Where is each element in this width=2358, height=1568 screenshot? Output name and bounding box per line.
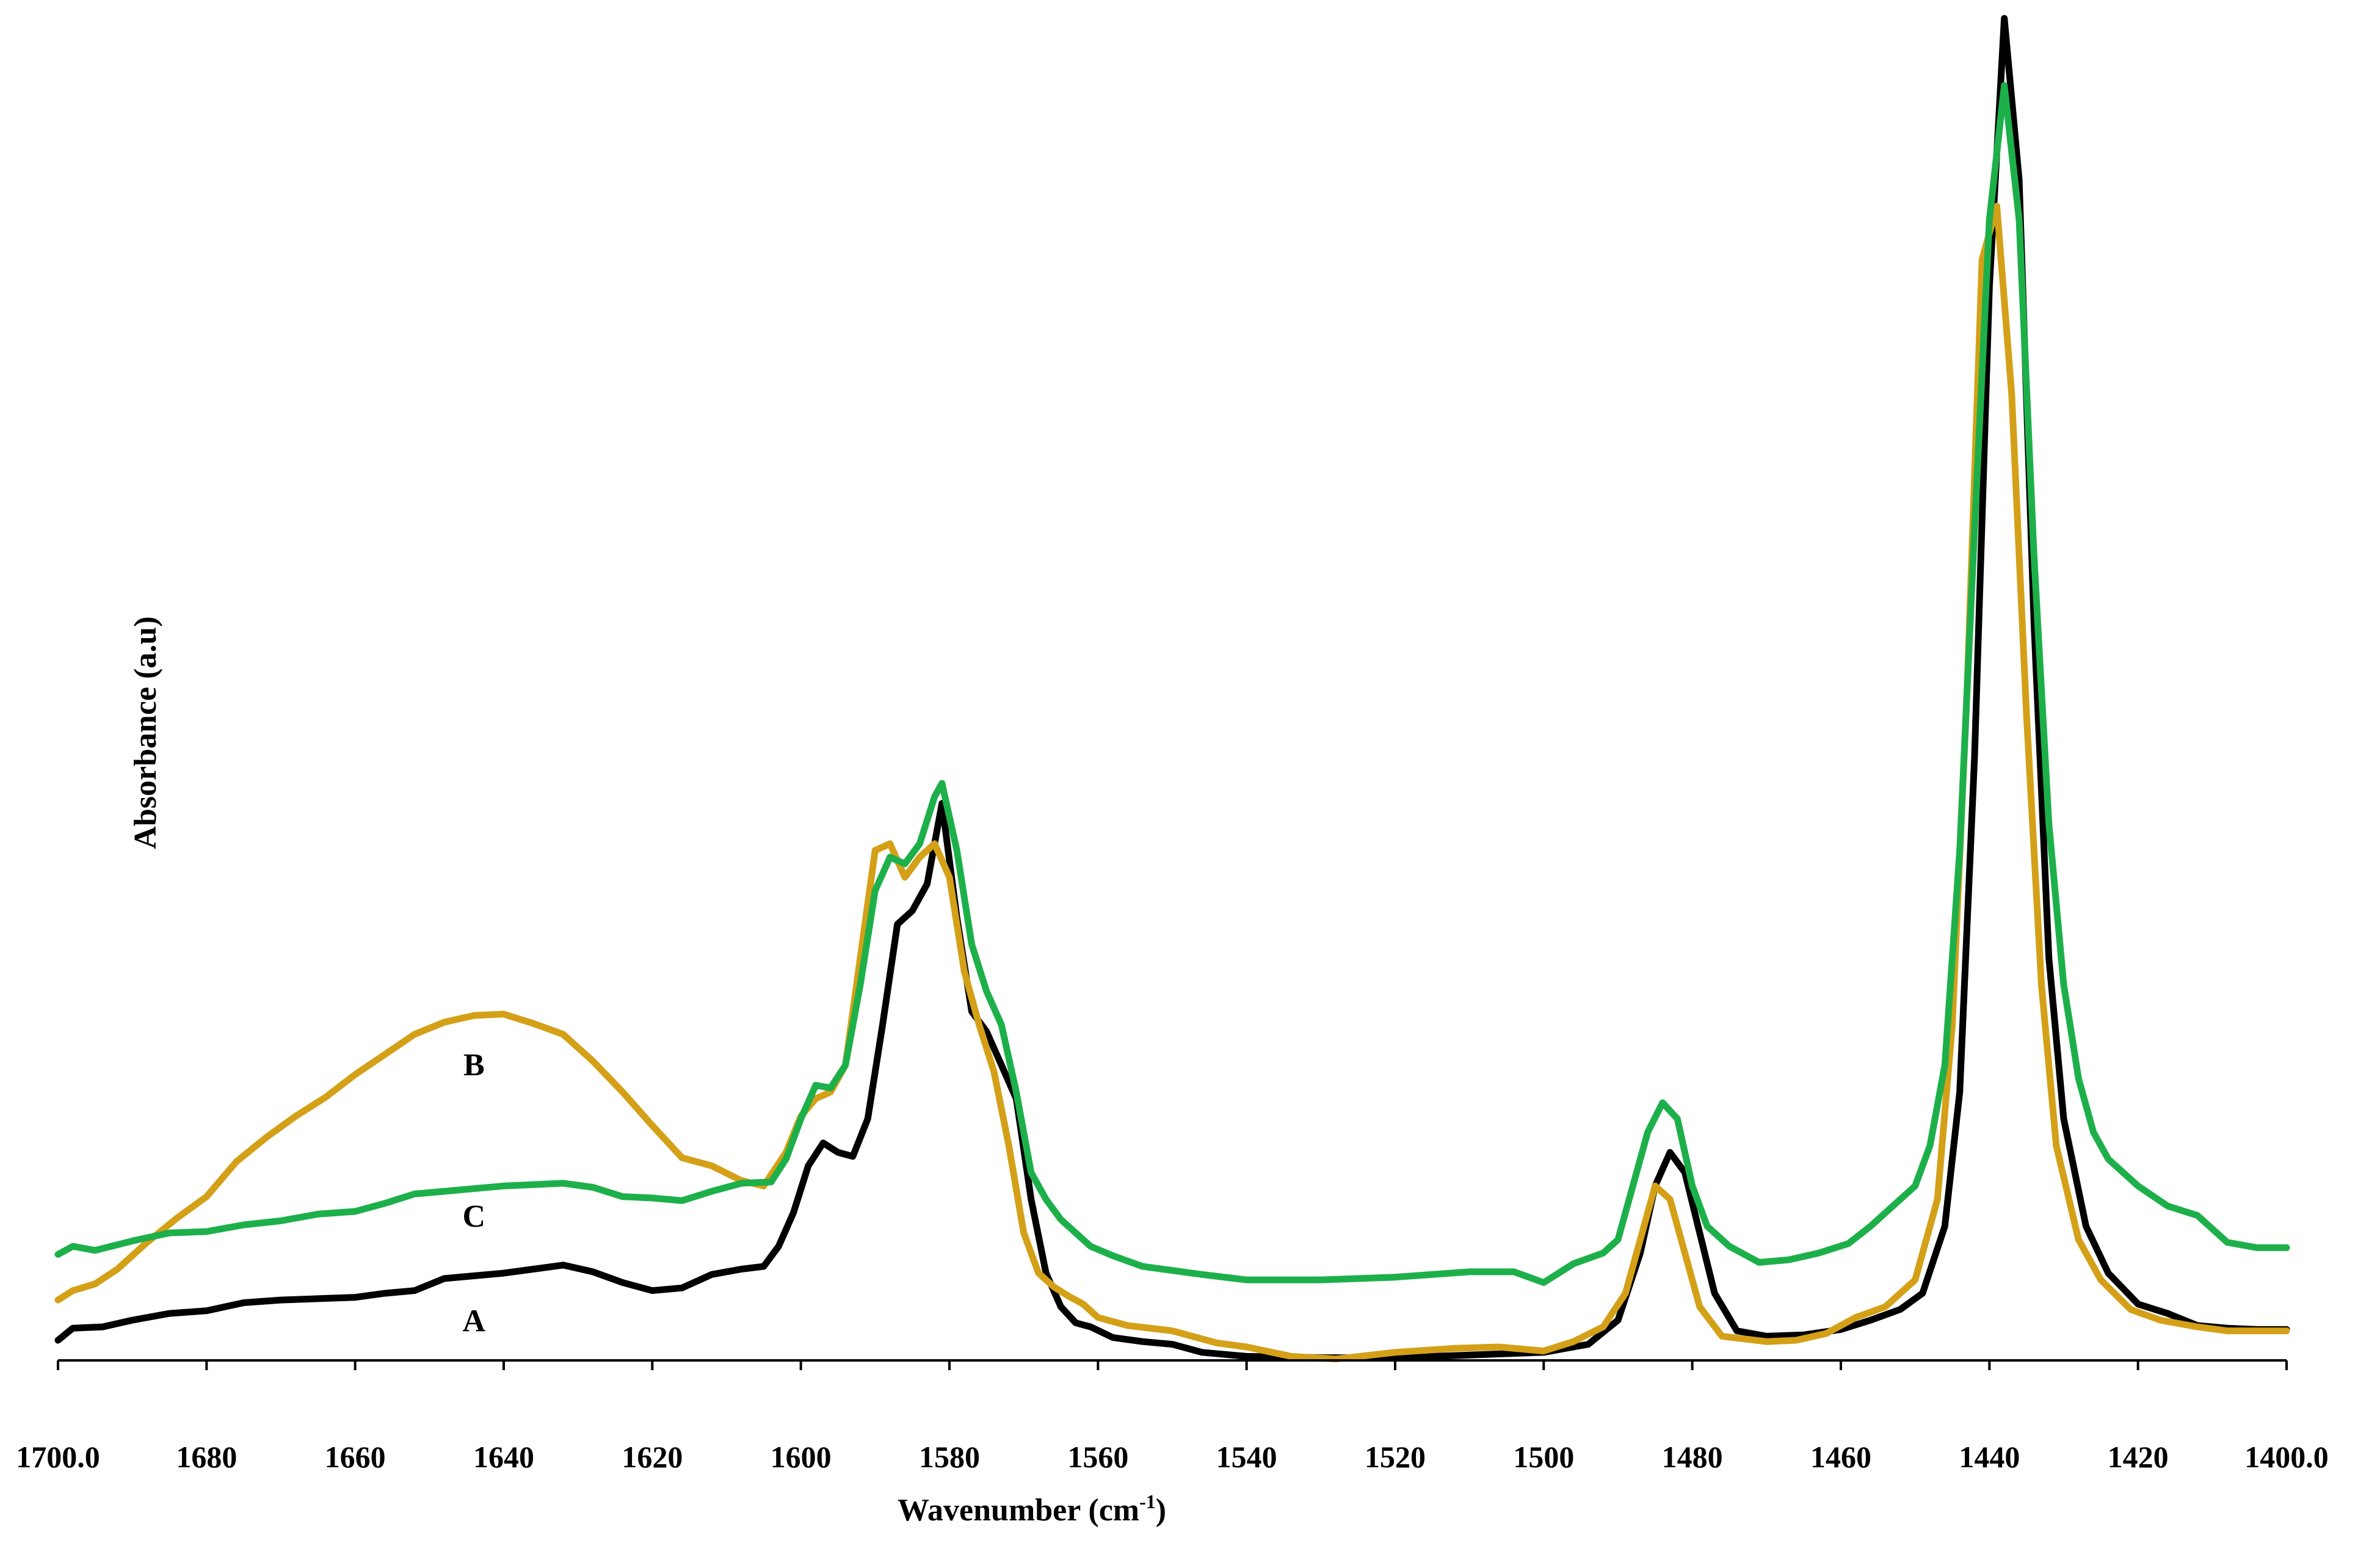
x-tick-label: 1400.0: [2244, 1440, 2329, 1474]
x-tick-label: 1500: [1513, 1440, 1574, 1474]
x-tick-label: 1560: [1067, 1440, 1128, 1474]
curve-label-b: B: [463, 1048, 485, 1083]
x-tick-label: 1620: [622, 1440, 683, 1474]
series-line-c: [54, 82, 2290, 1286]
x-axis-title: Wavenumber (cm-1): [898, 1490, 1166, 1528]
x-tick-label: 1520: [1365, 1440, 1426, 1474]
x-tick-label: 1640: [473, 1440, 534, 1474]
x-tick-label: 1540: [1216, 1440, 1277, 1474]
x-tick-label: 1600: [771, 1440, 832, 1474]
x-tick-label: 1440: [1959, 1440, 2020, 1474]
x-tick-label: 1420: [2108, 1440, 2169, 1474]
tick-layer: 1700.0 1680 1660 1640 1620 1600 1580 1560 1540 15…: [16, 1360, 2329, 1474]
x-tick-label: 1660: [325, 1440, 386, 1474]
curve-label-a: A: [463, 1304, 486, 1339]
y-axis-title: Absorbance (a.u): [128, 616, 163, 849]
x-tick-label: 1460: [1810, 1440, 1871, 1474]
x-tick-label: 1580: [919, 1440, 980, 1474]
series-layer: [54, 15, 2290, 1363]
x-tick-label: 1700.0: [16, 1440, 100, 1474]
x-tick-label: 1480: [1662, 1440, 1723, 1474]
x-tick-label: 1680: [176, 1440, 237, 1474]
curve-label-c: C: [463, 1199, 486, 1234]
series-line-a: [54, 15, 2290, 1362]
curve-label-layer: A B C: [463, 1048, 486, 1339]
